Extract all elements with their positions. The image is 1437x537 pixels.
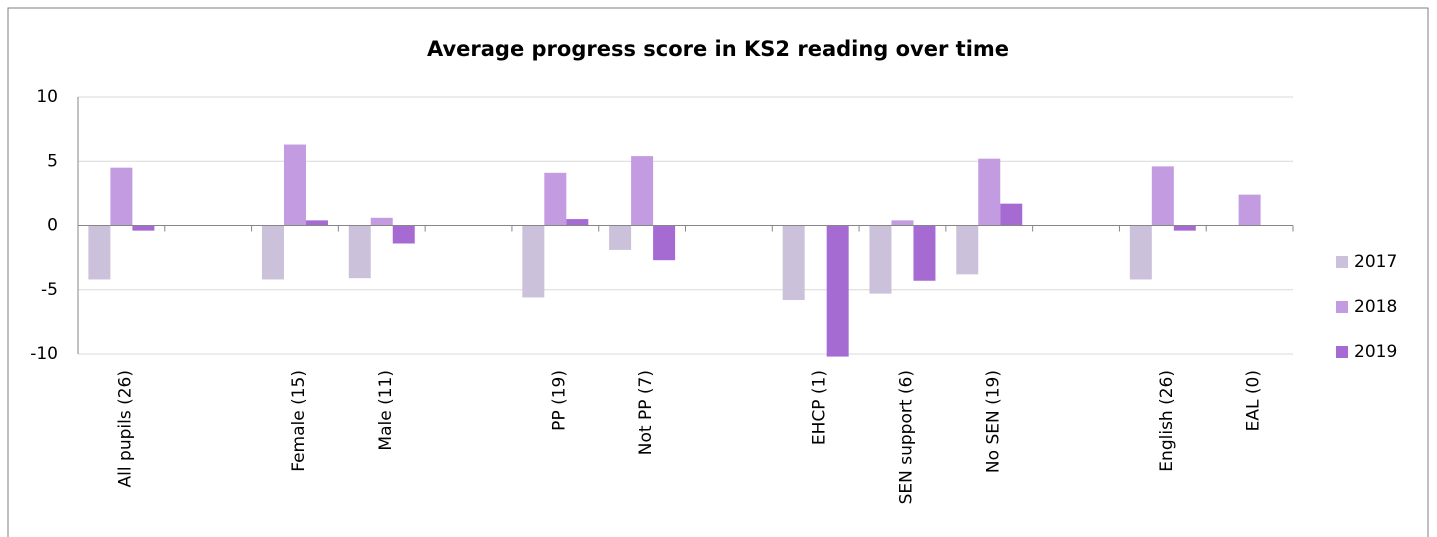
x-tick-label: PP (19) xyxy=(549,370,569,431)
bar xyxy=(566,219,589,226)
x-tick-label: SEN support (6) xyxy=(896,370,916,504)
legend-label: 2017 xyxy=(1354,252,1397,272)
x-tick-label: EAL (0) xyxy=(1244,370,1264,431)
bar xyxy=(1000,203,1023,226)
bar xyxy=(913,225,936,281)
bar xyxy=(348,225,371,279)
bar xyxy=(305,220,328,226)
bar xyxy=(370,217,393,226)
bar xyxy=(653,225,676,261)
bar xyxy=(782,225,805,301)
x-tick-label: Male (11) xyxy=(376,370,396,451)
x-tick-label: No SEN (19) xyxy=(983,370,1003,473)
bar xyxy=(826,225,849,357)
legend-swatch xyxy=(1336,346,1348,358)
bar xyxy=(1238,194,1261,226)
bar xyxy=(956,225,979,275)
bar xyxy=(283,144,306,226)
legend-label: 2019 xyxy=(1354,342,1397,362)
y-tick-label: -10 xyxy=(30,344,58,364)
y-tick-label: 5 xyxy=(47,151,58,171)
x-tick-label: Not PP (7) xyxy=(636,370,656,455)
chart-frame xyxy=(7,7,1429,537)
legend-swatch xyxy=(1336,256,1348,268)
y-tick-label: 10 xyxy=(36,87,58,107)
bar xyxy=(88,225,111,280)
bar xyxy=(1173,225,1196,231)
x-tick-label: English (26) xyxy=(1157,370,1177,472)
bar xyxy=(609,225,632,250)
bar xyxy=(392,225,415,244)
x-tick-label: EHCP (1) xyxy=(810,370,830,445)
bar xyxy=(132,225,155,231)
bar xyxy=(110,167,133,226)
y-tick-label: -5 xyxy=(41,280,58,300)
legend-swatch xyxy=(1336,301,1348,313)
x-tick-label: Female (15) xyxy=(289,370,309,472)
y-tick-label: 0 xyxy=(47,216,58,236)
bar xyxy=(978,158,1001,226)
bar xyxy=(1129,225,1152,280)
bar xyxy=(891,220,914,226)
bar xyxy=(869,225,892,294)
bar xyxy=(544,172,567,226)
legend-label: 2018 xyxy=(1354,297,1397,317)
bar xyxy=(631,156,654,226)
bar xyxy=(261,225,284,280)
bar xyxy=(1151,166,1174,226)
x-tick-label: All pupils (26) xyxy=(115,370,135,487)
chart-title: Average progress score in KS2 reading ov… xyxy=(427,37,1009,61)
bar xyxy=(522,225,545,298)
